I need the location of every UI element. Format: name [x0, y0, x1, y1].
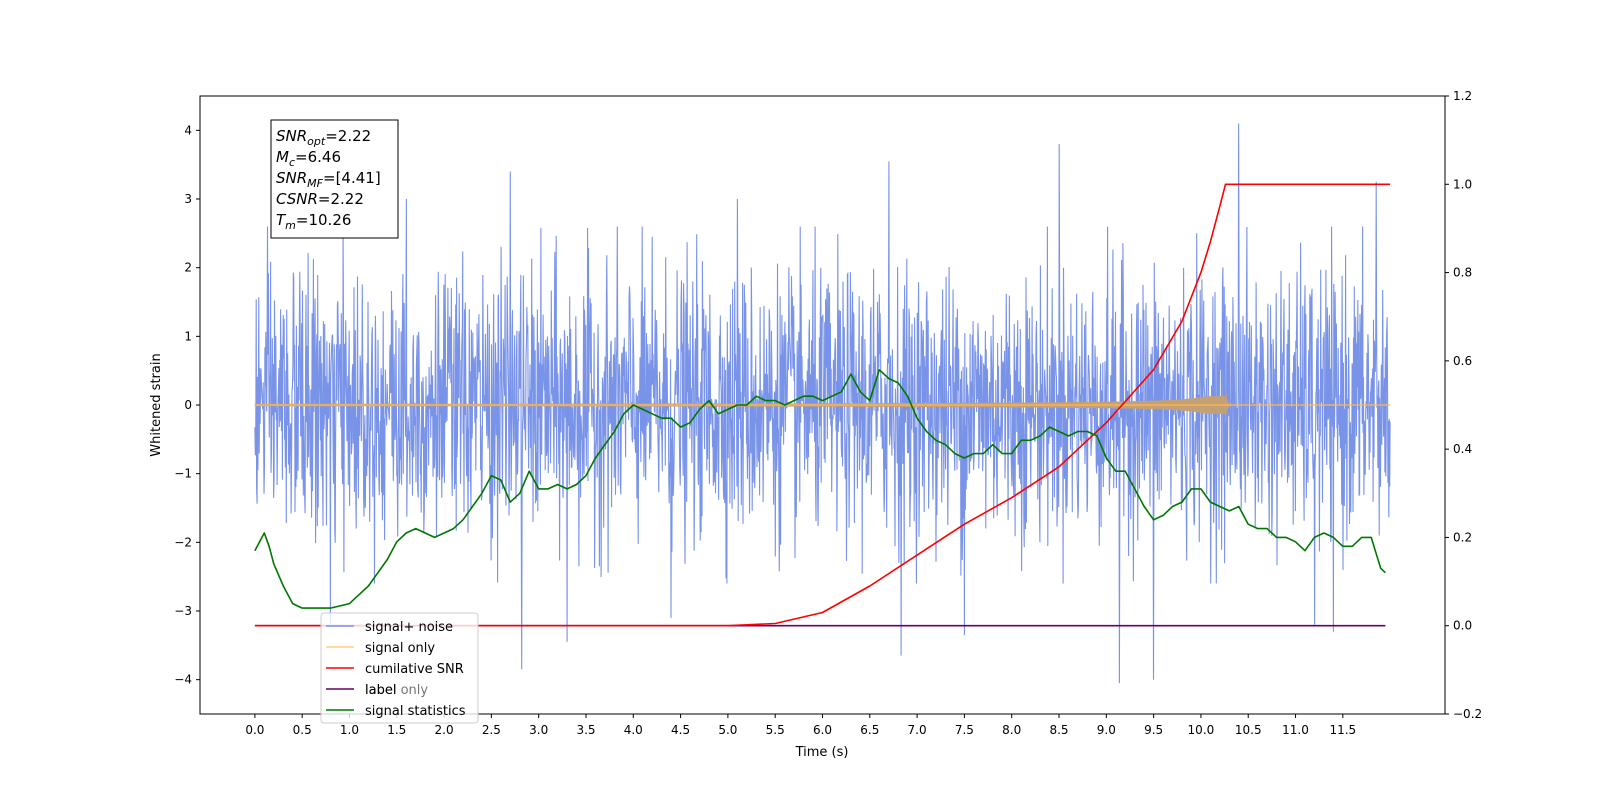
y-tick-label: −3	[174, 604, 192, 618]
y2-tick-label: 0.8	[1453, 266, 1472, 280]
y-tick-label: −1	[174, 467, 192, 481]
y-axis-label: Whitened strain	[149, 353, 164, 456]
annotation-line: Mc=6.46	[276, 148, 341, 169]
x-tick-label: 6.5	[860, 723, 879, 737]
series-signal-noise-line	[254, 123, 1391, 684]
x-tick-label: 6.0	[813, 723, 832, 737]
annotation-line: Tm=10.26	[276, 211, 351, 232]
y-tick-label: 2	[184, 261, 192, 275]
x-tick-label: 11.0	[1282, 723, 1309, 737]
series-cumilative-snr-line	[254, 183, 1391, 627]
x-tick-label: 4.5	[671, 723, 690, 737]
y2-tick-label: 0.6	[1453, 354, 1472, 368]
x-tick-label: 1.0	[340, 723, 359, 737]
legend-label-label: label	[365, 683, 396, 698]
x-tick-label: 11.5	[1329, 723, 1356, 737]
legend: signal+ noise signal only cumilative SNR la…	[320, 612, 479, 724]
legend-label-signal-statistics: signal statistics	[365, 704, 466, 719]
x-tick-label: 5.5	[766, 723, 785, 737]
x-tick-label: 3.0	[529, 723, 548, 737]
legend-frame	[320, 612, 479, 724]
y2-tick-label: 1.0	[1453, 177, 1472, 191]
x-tick-label: 10.5	[1235, 723, 1262, 737]
x-tick-label: 8.0	[1002, 723, 1021, 737]
y-tick-label: 4	[184, 123, 192, 137]
x-tick-label: 9.5	[1144, 723, 1163, 737]
y-axis-left: −4 −3 −2 −1 0 1 2 3 4	[174, 123, 200, 687]
y-tick-label: 0	[184, 398, 192, 412]
x-tick-label: 7.5	[955, 723, 974, 737]
legend-label-signal-only: signal only	[365, 641, 435, 656]
annotation-line: SNRopt=2.22	[276, 127, 371, 148]
x-tick-label: 5.0	[718, 723, 737, 737]
y2-tick-label: 0.2	[1453, 530, 1472, 544]
series-signal-only-line	[254, 392, 1391, 423]
x-tick-label: 10.0	[1188, 723, 1215, 737]
y-tick-label: 1	[184, 329, 192, 343]
annotation-line: CSNR=2.22	[276, 190, 364, 208]
annotation-frame	[270, 119, 399, 239]
legend-label-label-only: label only	[365, 683, 428, 698]
x-axis-label: Time (s)	[795, 745, 849, 760]
x-tick-label: 4.0	[624, 723, 643, 737]
y-tick-label: −4	[174, 673, 192, 687]
y2-tick-label: −0.2	[1453, 707, 1482, 721]
legend-label-signal-noise: signal+ noise	[365, 620, 453, 635]
series-layer	[254, 123, 1391, 684]
x-tick-label: 0.5	[293, 723, 312, 737]
y-tick-label: −2	[174, 535, 192, 549]
annotation-line: SNRMF=[4.41]	[276, 169, 381, 190]
y2-tick-label: 0.4	[1453, 442, 1472, 456]
x-tick-label: 0.0	[245, 723, 264, 737]
x-tick-label: 9.0	[1097, 723, 1116, 737]
y2-tick-label: 0.0	[1453, 619, 1472, 633]
y-axis-right: −0.2 0.0 0.2 0.4 0.6 0.8 1.0 1.2	[1445, 89, 1482, 721]
legend-label-cumilative-snr: cumilative SNR	[365, 662, 464, 677]
y2-tick-label: 1.2	[1453, 89, 1472, 103]
y-tick-label: 3	[184, 192, 192, 206]
x-tick-label: 7.0	[908, 723, 927, 737]
x-tick-label: 1.5	[387, 723, 406, 737]
x-tick-label: 2.0	[435, 723, 454, 737]
x-tick-label: 3.5	[576, 723, 595, 737]
series-signal-statistics-line	[254, 368, 1386, 609]
x-axis: 0.0 0.5 1.0 1.5 2.0 2.5 3.0 3.5 4.0 4.5 5.0 5.5 6.0 6…	[245, 714, 1356, 737]
x-tick-label: 2.5	[482, 723, 501, 737]
x-tick-label: 8.5	[1049, 723, 1068, 737]
